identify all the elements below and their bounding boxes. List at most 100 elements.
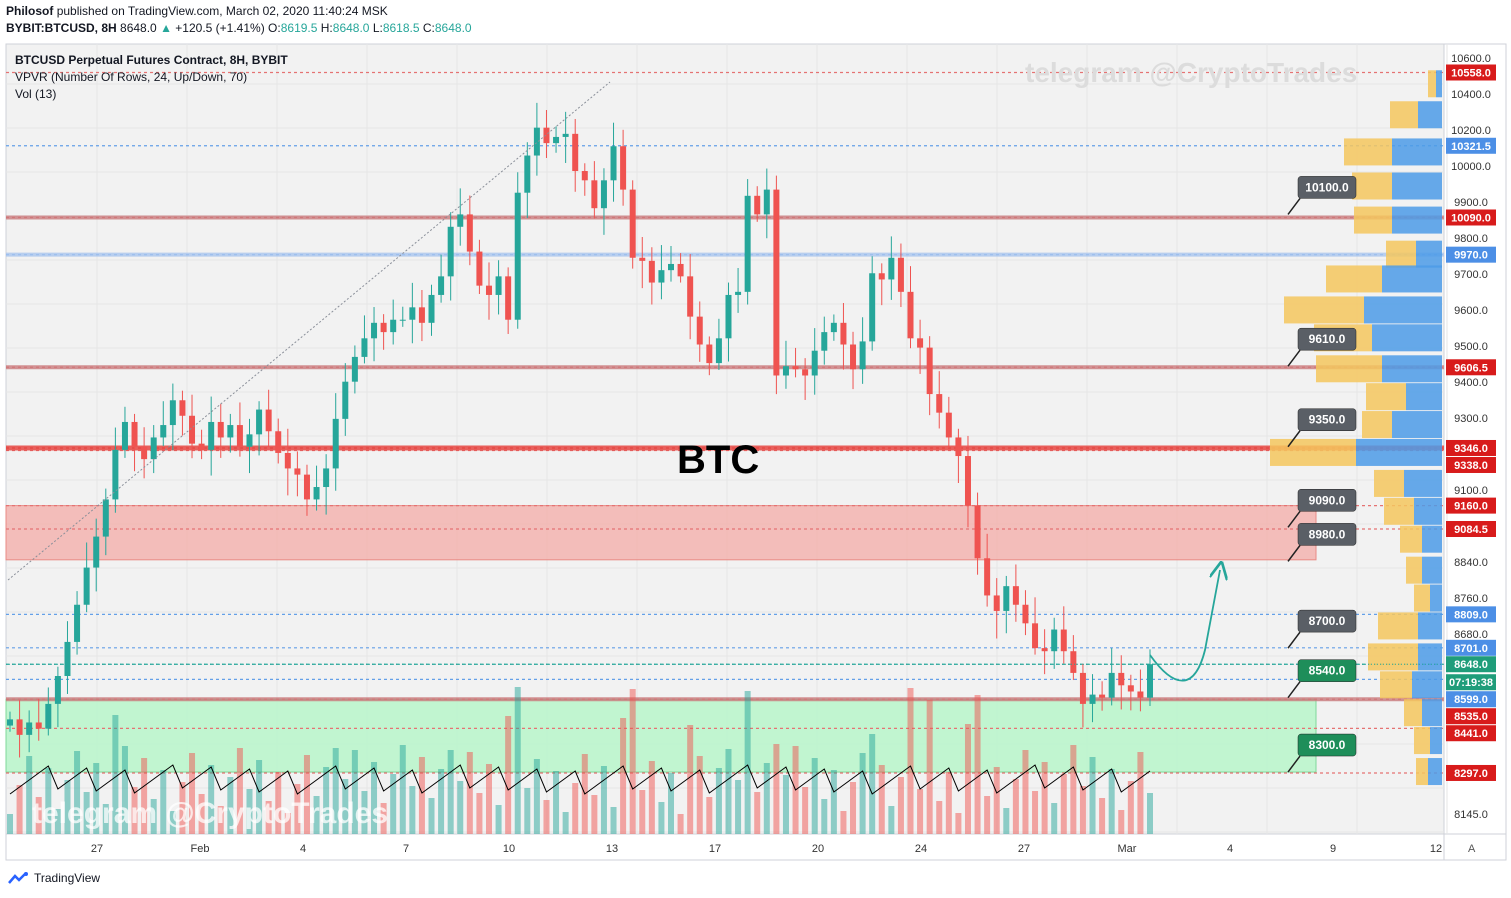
candle-body xyxy=(438,276,445,295)
candle-body xyxy=(236,425,243,447)
candle-body xyxy=(744,195,751,292)
price-tick: 10200.0 xyxy=(1451,125,1491,137)
price-axis-label-bg xyxy=(1446,520,1496,537)
candle-body xyxy=(754,195,761,215)
zones-layer xyxy=(5,505,1317,773)
candle-body xyxy=(1041,648,1048,652)
candle-body xyxy=(763,189,770,215)
volume-bar xyxy=(533,759,540,834)
time-axis[interactable] xyxy=(5,833,1445,861)
volume-bar xyxy=(591,795,598,834)
candle-body xyxy=(514,192,521,320)
price-axis-label-text: 8701.0 xyxy=(1454,643,1488,655)
price-tag: 9350.0 xyxy=(1287,408,1357,448)
candle-body xyxy=(332,418,339,469)
price-tag-label: 9610.0 xyxy=(1309,332,1346,346)
volume-bar xyxy=(332,748,339,834)
candle-body xyxy=(54,676,61,704)
candle-body xyxy=(150,437,157,460)
candle-body xyxy=(323,468,330,488)
projection-arrow[interactable] xyxy=(1149,570,1220,682)
candle-body xyxy=(811,350,818,376)
volume-bar xyxy=(7,814,13,834)
candle-body xyxy=(294,468,301,475)
candle-body xyxy=(725,294,732,339)
price-axis-label-bg xyxy=(1446,708,1496,725)
candle-body xyxy=(1099,694,1106,698)
price-axis-label-bg xyxy=(1446,639,1496,656)
volume-bar xyxy=(782,775,789,834)
candle-body xyxy=(102,499,109,537)
vp-bar-up xyxy=(1422,556,1442,584)
price-tick: 10600.0 xyxy=(1451,53,1491,65)
price-tag-pointer xyxy=(1287,349,1301,367)
candle-body xyxy=(93,536,100,568)
volume-bar xyxy=(648,761,655,834)
candle-body xyxy=(198,443,205,450)
volume-bar xyxy=(1051,803,1058,834)
price-tag-box xyxy=(1297,408,1357,431)
price-tick: 9600.0 xyxy=(1454,305,1488,317)
volume-bar xyxy=(64,780,71,834)
price-tag: 9090.0 xyxy=(1287,489,1357,528)
candle-body xyxy=(246,434,253,447)
volume-bar xyxy=(859,753,866,834)
date-tick: 9 xyxy=(1330,843,1336,855)
close-label: C: xyxy=(422,21,435,35)
candle-body xyxy=(945,412,952,438)
candle-body xyxy=(208,421,215,450)
candle-body xyxy=(64,641,71,676)
vp-bar-up xyxy=(1392,206,1442,234)
volume-bar xyxy=(246,789,253,834)
date-tick: 13 xyxy=(606,843,618,855)
vp-bar-up xyxy=(1406,383,1442,411)
candle-body xyxy=(974,505,981,559)
volume-bar xyxy=(1137,752,1144,834)
author-name: Philosof xyxy=(6,4,54,18)
volume-bar xyxy=(1022,750,1029,834)
date-tick: 10 xyxy=(503,843,515,855)
candle-body xyxy=(313,487,320,500)
vp-bar-down xyxy=(1354,206,1392,234)
price-axis-label-bg xyxy=(1446,764,1496,781)
volume-bar xyxy=(850,782,857,834)
candle-body xyxy=(648,260,655,283)
volume-bar xyxy=(236,748,243,834)
candle-body xyxy=(466,214,473,252)
candle-body xyxy=(850,344,857,370)
price-axis-label-bg xyxy=(1446,64,1496,81)
candle-body xyxy=(74,604,81,642)
volume-bar xyxy=(1012,779,1019,834)
vp-bar-down xyxy=(1366,383,1406,411)
volume-bar xyxy=(658,802,665,834)
level-lines xyxy=(6,71,1444,774)
price-tag-pointer xyxy=(1287,631,1301,649)
price-tag-pointer xyxy=(1287,544,1301,562)
auto-scale-button[interactable]: A xyxy=(1468,843,1476,855)
price-tick: 10000.0 xyxy=(1451,161,1491,173)
price-tag: 8700.0 xyxy=(1287,609,1357,649)
date-tick: 4 xyxy=(1227,843,1233,855)
vp-bar-down xyxy=(1378,612,1418,640)
candle-body xyxy=(83,567,90,605)
volume-bar xyxy=(457,781,464,834)
volume-bar xyxy=(706,797,713,834)
volume-bar xyxy=(553,771,560,834)
vp-bar-up xyxy=(1418,101,1442,129)
price-axis-label-text: 07:19:38 xyxy=(1449,677,1493,689)
volume-bar xyxy=(303,755,310,834)
tradingview-logo-icon xyxy=(8,872,28,884)
price-axis-label: 8297.0 xyxy=(1446,764,1496,781)
candle-body xyxy=(984,558,991,596)
volume-legend: Vol (13) xyxy=(15,87,56,101)
price-tag-box xyxy=(1297,327,1357,351)
date-tick: 24 xyxy=(915,843,927,855)
candle-body xyxy=(792,366,799,370)
volume-bar xyxy=(380,803,387,834)
vp-bar-down xyxy=(1326,265,1382,293)
volume-bar xyxy=(131,787,138,834)
volume-bar xyxy=(1118,810,1125,834)
candle-body xyxy=(1032,623,1039,649)
volume-bar xyxy=(495,805,502,834)
